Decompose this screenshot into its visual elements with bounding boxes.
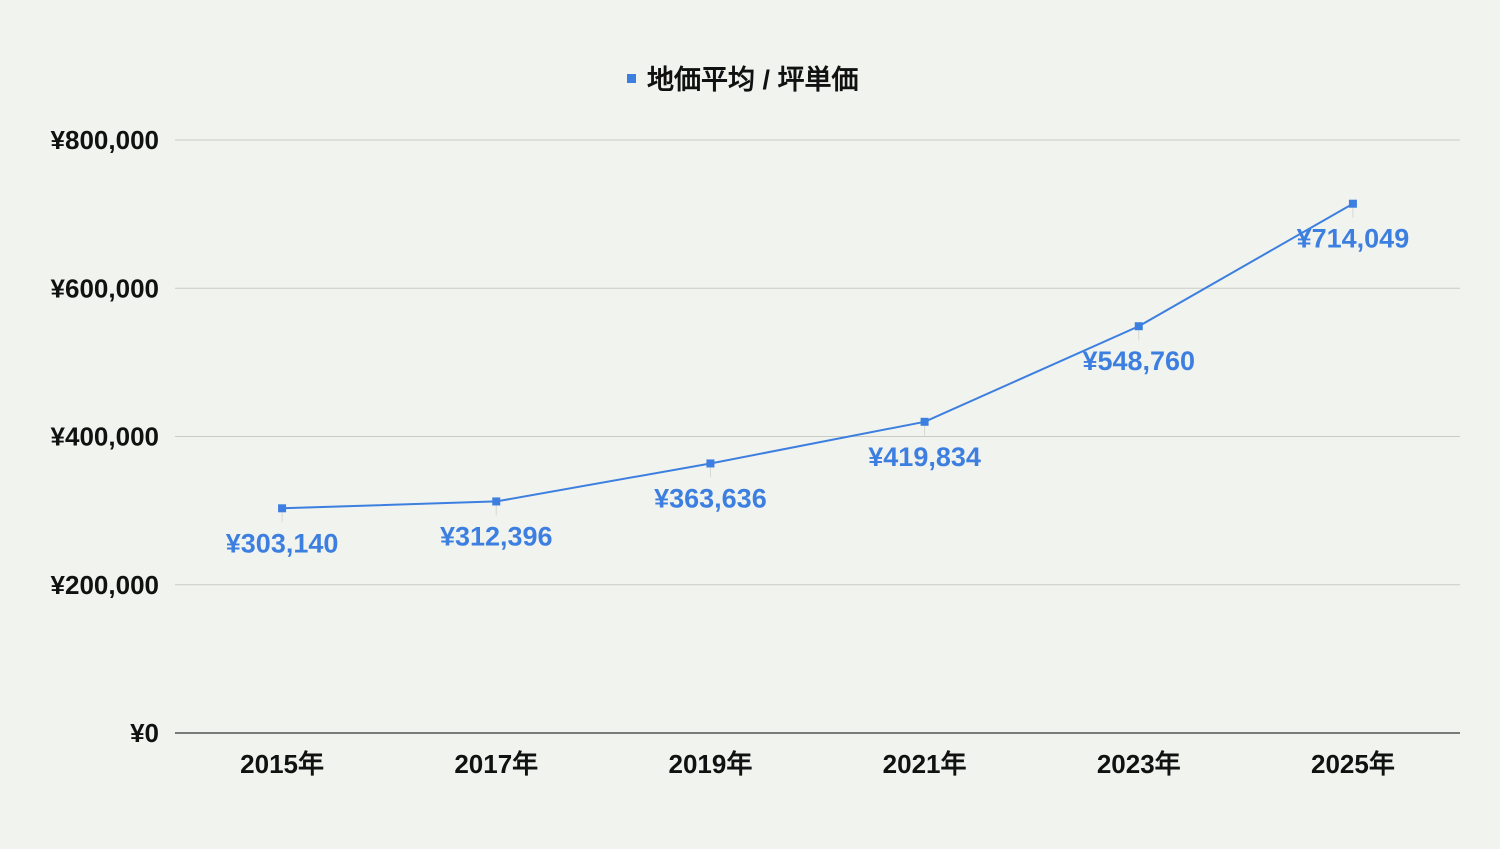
y-tick-label: ¥0 [130, 718, 159, 748]
legend: 地価平均 / 坪単価 [627, 64, 859, 95]
y-tick-label: ¥400,000 [51, 422, 159, 452]
data-labels: ¥303,140 ¥312,396 ¥363,636 ¥419,834 ¥548,760… [226, 224, 1409, 559]
y-tick-label: ¥800,000 [51, 125, 159, 155]
data-label: ¥303,140 [226, 528, 339, 558]
x-tick-label: 2025年 [1311, 749, 1395, 779]
data-label: ¥548,760 [1082, 346, 1195, 376]
data-label: ¥363,636 [654, 483, 767, 513]
series-line [278, 199, 1357, 523]
gridlines [175, 139, 1460, 586]
data-point [706, 459, 715, 468]
data-point [492, 497, 501, 506]
data-label: ¥419,834 [868, 442, 981, 472]
data-point [1134, 322, 1143, 331]
y-tick-label: ¥200,000 [51, 570, 159, 600]
legend-marker [627, 74, 636, 83]
y-tick-label: ¥600,000 [51, 273, 159, 303]
data-point [920, 417, 929, 426]
legend-label: 地価平均 / 坪単価 [647, 64, 859, 95]
data-point [1348, 199, 1357, 208]
series-line-path [282, 202, 1354, 510]
x-tick-label: 2015年 [240, 749, 324, 779]
x-tick-label: 2023年 [1097, 749, 1181, 779]
data-point [278, 504, 287, 513]
x-tick-label: 2017年 [454, 749, 538, 779]
data-label: ¥312,396 [440, 521, 553, 551]
data-label: ¥714,049 [1297, 224, 1410, 254]
x-axis: 2015年 2017年 2019年 2021年 2023年 2025年 [175, 732, 1460, 779]
x-tick-label: 2021年 [883, 749, 967, 779]
y-axis: ¥0 ¥200,000 ¥400,000 ¥600,000 ¥800,000 [51, 125, 159, 748]
x-tick-label: 2019年 [668, 749, 752, 779]
